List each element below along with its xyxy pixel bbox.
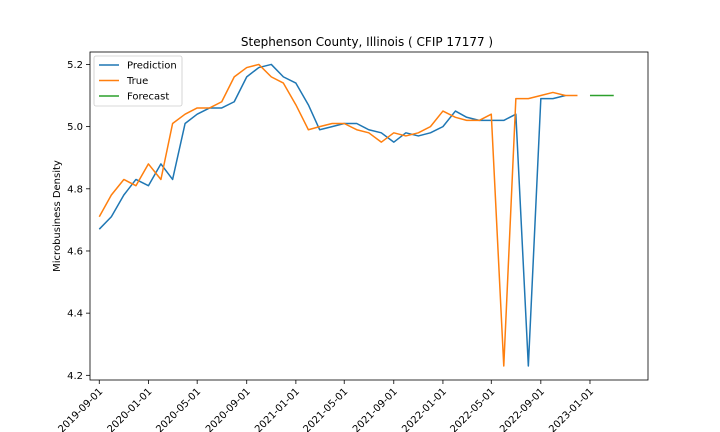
legend-label: Prediction	[127, 61, 177, 72]
y-tick-label: 5.2	[67, 60, 83, 71]
x-tick-label: 2020-01-01	[106, 386, 155, 432]
y-tick-label: 5.0	[67, 122, 83, 133]
x-tick-label: 2021-05-01	[301, 386, 350, 432]
series-line-prediction	[98, 63, 566, 367]
x-tick-label: 2019-09-01	[57, 386, 106, 432]
series-lines	[98, 63, 614, 367]
x-tick-label: 2023-01-01	[547, 386, 596, 432]
chart-title: Stephenson County, Illinois ( CFIP 17177…	[241, 35, 493, 49]
y-tick-label: 4.4	[67, 309, 83, 320]
x-tick-label: 2022-05-01	[449, 386, 498, 432]
legend-label: True	[126, 76, 148, 87]
x-tick-label: 2021-01-01	[253, 386, 302, 432]
x-tick-label: 2020-05-01	[154, 386, 203, 432]
x-tick-label: 2020-09-01	[204, 386, 253, 432]
x-tick-label: 2022-01-01	[400, 386, 449, 432]
x-axis: 2019-09-01 2020-01-01 2020-05-01 2020-09-01…	[57, 380, 596, 432]
y-axis-label: Microbusiness Density	[52, 160, 63, 272]
y-tick-label: 4.8	[67, 184, 83, 195]
y-tick-label: 4.2	[67, 371, 83, 382]
plot-area	[89, 51, 649, 381]
y-tick-label: 4.6	[67, 246, 83, 257]
legend-box	[93, 55, 183, 107]
x-tick-label: 2022-09-01	[498, 386, 547, 432]
series-line-true	[98, 63, 578, 367]
x-tick-label: 2021-09-01	[351, 386, 400, 432]
legend: Prediction True Forecast	[93, 55, 183, 107]
y-axis: 4.2 4.4 4.6 4.8 5.0 5.2	[67, 60, 90, 382]
legend-label: Forecast	[127, 92, 169, 103]
